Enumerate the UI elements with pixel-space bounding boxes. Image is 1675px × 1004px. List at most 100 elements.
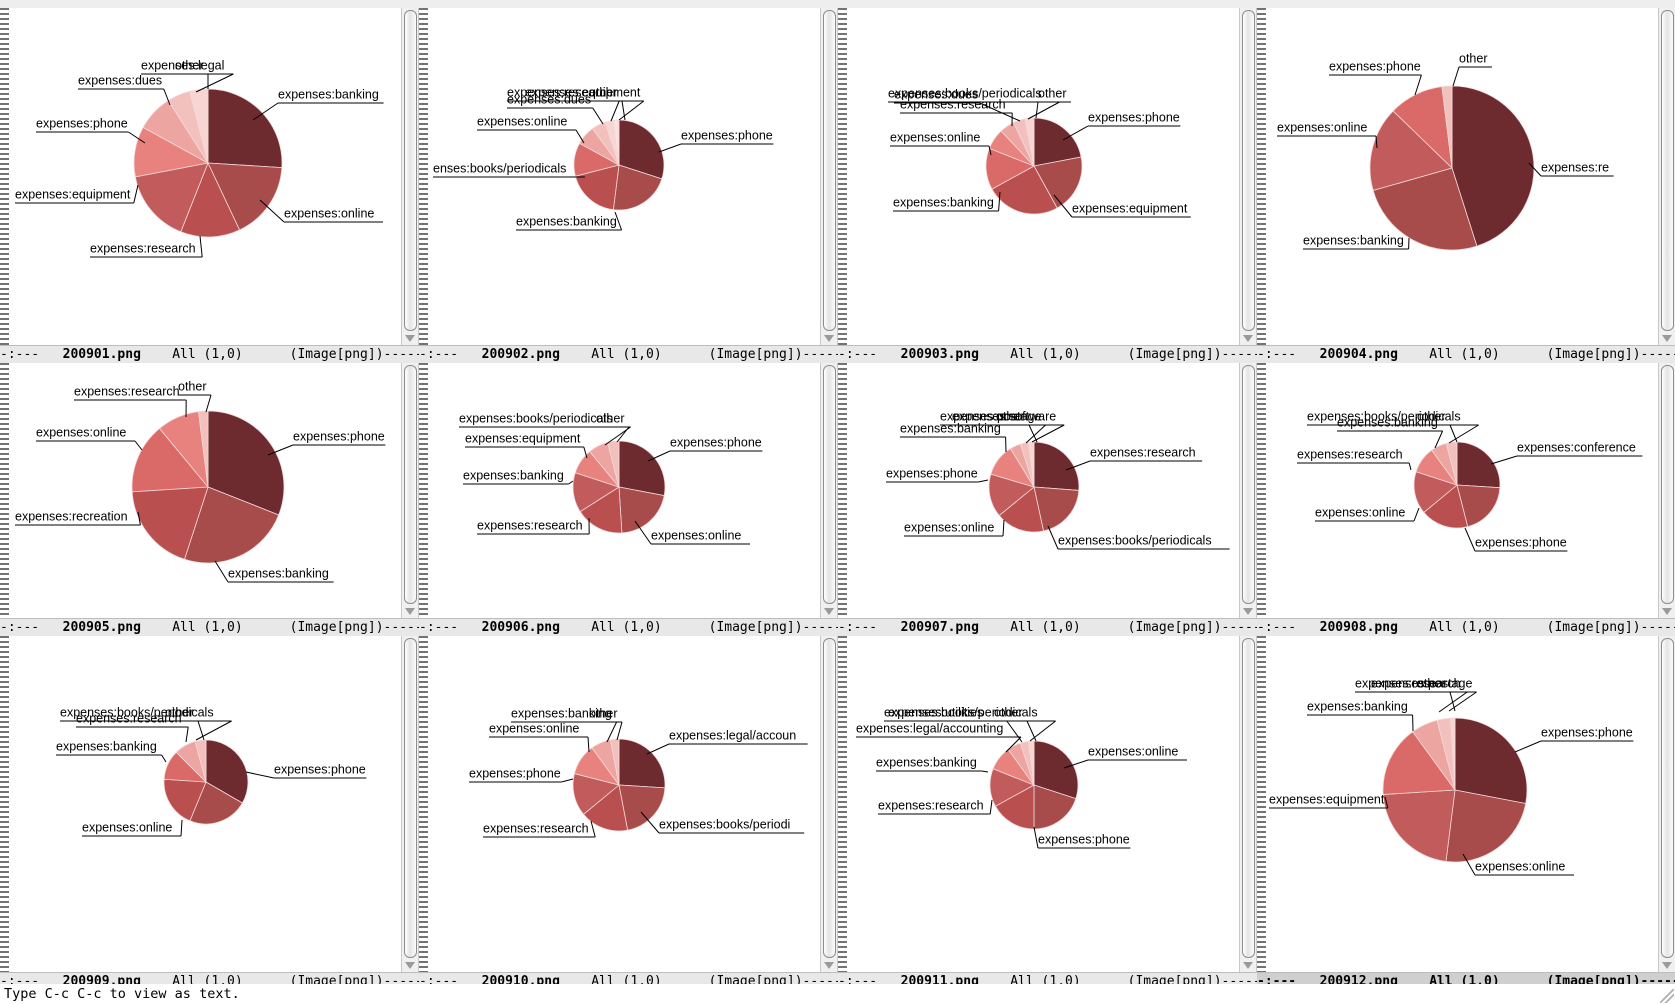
pie-slice-label: expenses:phone — [1541, 725, 1633, 739]
resize-grip-icon[interactable] — [1660, 989, 1674, 1003]
modeline-filename: 200908.png — [1319, 620, 1398, 635]
scroll-down-arrow-icon[interactable] — [1243, 335, 1253, 342]
pie-chart: expenses:legal/accoun expenses:books/peri… — [469, 706, 808, 838]
pie-slice-label: expenses:research — [1090, 445, 1196, 459]
mode-line-200903[interactable]: -:--- 200903.png All (1,0) (Image[png])-… — [838, 345, 1257, 364]
emacs-window-200911[interactable]: expenses:online expenses:phone expenses:re… — [838, 636, 1257, 972]
scroll-down-arrow-icon[interactable] — [1243, 962, 1253, 969]
emacs-window-200904[interactable]: expenses:re expenses:banking expenses:onli… — [1257, 8, 1675, 345]
mode-line-200902[interactable]: -:--- 200902.png All (1,0) (Image[png])-… — [419, 345, 838, 364]
pie-chart: expenses:re expenses:banking expenses:onli… — [1277, 51, 1614, 251]
mode-line-200906[interactable]: -:--- 200906.png All (1,0) (Image[png])-… — [419, 618, 838, 637]
vertical-scrollbar[interactable] — [1658, 8, 1675, 345]
pie-chart: expenses:phone expenses:online expenses:re… — [459, 411, 763, 545]
scroll-down-arrow-icon[interactable] — [824, 335, 834, 342]
pie-slice-label: other — [1417, 409, 1446, 423]
scroll-down-arrow-icon[interactable] — [405, 608, 415, 615]
scrollbar-thumb[interactable] — [1661, 638, 1674, 958]
mode-line-200907[interactable]: -:--- 200907.png All (1,0) (Image[png])-… — [838, 618, 1257, 637]
pie-slice-label: expenses:phone — [36, 116, 128, 130]
window-fringe — [0, 8, 9, 345]
pie-slice-label: expenses:re — [1541, 160, 1609, 174]
pie-slice — [1033, 486, 1080, 532]
pie-slice-label: expenses:phone — [293, 429, 385, 443]
leader-line — [1490, 455, 1518, 465]
image-canvas: expenses:phone expenses:banking enses:book… — [429, 8, 820, 345]
scrollbar-thumb[interactable] — [1242, 638, 1255, 958]
scrollbar-thumb[interactable] — [1661, 365, 1674, 604]
mode-line-200905[interactable]: -:--- 200905.png All (1,0) (Image[png])-… — [0, 618, 419, 637]
vertical-scrollbar[interactable] — [820, 363, 838, 618]
image-canvas: expenses:re expenses:banking expenses:onli… — [1267, 8, 1658, 345]
scrollbar-thumb[interactable] — [404, 365, 417, 604]
emacs-window-200912[interactable]: expenses:phone expenses:online expenses:eq… — [1257, 636, 1675, 972]
modeline-position: All (1,0) — [1397, 620, 1500, 635]
pie-slice — [994, 784, 1035, 830]
scroll-down-arrow-icon[interactable] — [405, 335, 415, 342]
image-canvas: expenses:legal/accoun expenses:books/peri… — [429, 636, 820, 972]
image-canvas: expenses:phone expenses:online expenses:eq… — [1267, 636, 1658, 972]
scroll-down-arrow-icon[interactable] — [824, 962, 834, 969]
scrollbar-thumb[interactable] — [404, 10, 417, 331]
vertical-scrollbar[interactable] — [1239, 8, 1257, 345]
scrollbar-thumb[interactable] — [823, 638, 836, 958]
scroll-down-arrow-icon[interactable] — [1662, 335, 1672, 342]
pie-slice — [1456, 484, 1501, 528]
pie-slice — [618, 486, 665, 534]
scroll-down-arrow-icon[interactable] — [1662, 608, 1672, 615]
emacs-window-200909[interactable]: expenses:phone expenses:online expenses:ba… — [0, 636, 419, 972]
scrollbar-thumb[interactable] — [1661, 10, 1674, 331]
scrollbar-thumb[interactable] — [404, 638, 417, 958]
pie-slice-label: expenses:books/periodicals — [884, 705, 1038, 719]
leader-line — [1464, 527, 1476, 552]
scroll-down-arrow-icon[interactable] — [1662, 962, 1672, 969]
leader-line — [618, 100, 645, 121]
scroll-down-arrow-icon[interactable] — [1243, 608, 1253, 615]
mode-line-200901[interactable]: -:--- 200901.png All (1,0) (Image[png])-… — [0, 345, 419, 364]
scrollbar-thumb[interactable] — [823, 10, 836, 331]
mode-line-200908[interactable]: -:--- 200908.png All (1,0) (Image[png])-… — [1257, 618, 1675, 637]
emacs-window-200906[interactable]: expenses:phone expenses:online expenses:re… — [419, 363, 838, 618]
vertical-scrollbar[interactable] — [820, 8, 838, 345]
scroll-down-arrow-icon[interactable] — [405, 962, 415, 969]
pie-slice — [205, 739, 249, 804]
modeline-mode: (Image[png]) — [242, 347, 384, 362]
scroll-down-arrow-icon[interactable] — [824, 608, 834, 615]
emacs-window-200908[interactable]: expenses:conference expenses:phone expense… — [1257, 363, 1675, 618]
vertical-scrollbar[interactable] — [401, 363, 419, 618]
modeline-filler: ------------ — [1221, 620, 1257, 635]
pie-slice-label: expenses:banking — [516, 214, 617, 228]
emacs-window-200905[interactable]: expenses:phone expenses:banking expenses:r… — [0, 363, 419, 618]
pie-slice — [207, 88, 283, 169]
vertical-scrollbar[interactable] — [1658, 636, 1675, 972]
emacs-window-200903[interactable]: expenses:phone expenses:equipment expenses… — [838, 8, 1257, 345]
scrollbar-thumb[interactable] — [823, 365, 836, 604]
pie-slice-label: expenses:banking — [893, 195, 994, 209]
vertical-scrollbar[interactable] — [1658, 363, 1675, 618]
leader-line — [267, 444, 294, 456]
modeline-filename: 200904.png — [1319, 347, 1398, 362]
vertical-scrollbar[interactable] — [401, 8, 419, 345]
scrollbar-thumb[interactable] — [1242, 365, 1255, 604]
pie-slice-label: expenses:research — [76, 711, 182, 725]
pie-slice-label: expenses:online — [1315, 505, 1405, 519]
modeline-filler: ------------ — [1640, 347, 1675, 362]
emacs-window-200902[interactable]: expenses:phone expenses:banking enses:book… — [419, 8, 838, 345]
modeline-mode: (Image[png]) — [1080, 620, 1222, 635]
vertical-scrollbar[interactable] — [401, 636, 419, 972]
mode-line-200904[interactable]: -:--- 200904.png All (1,0) (Image[png])-… — [1257, 345, 1675, 364]
modeline-prefix: -:--- — [838, 347, 901, 362]
pie-slice-label: expenses:recreation — [15, 509, 128, 523]
pie-slice-label: expenses:software — [952, 409, 1056, 423]
emacs-window-200907[interactable]: expenses:research expenses:books/periodic… — [838, 363, 1257, 618]
leader-line — [1025, 424, 1046, 444]
vertical-scrollbar[interactable] — [1239, 636, 1257, 972]
vertical-scrollbar[interactable] — [1239, 363, 1257, 618]
leader-line — [133, 184, 139, 204]
pie-slice-label: other — [589, 706, 618, 720]
scrollbar-thumb[interactable] — [1242, 10, 1255, 331]
vertical-scrollbar[interactable] — [820, 636, 838, 972]
emacs-window-200901[interactable]: expenses:banking expenses:online expenses:… — [0, 8, 419, 345]
minibuffer[interactable]: Type C-c C-c to view as text. — [0, 984, 1675, 1004]
emacs-window-200910[interactable]: expenses:legal/accoun expenses:books/peri… — [419, 636, 838, 972]
